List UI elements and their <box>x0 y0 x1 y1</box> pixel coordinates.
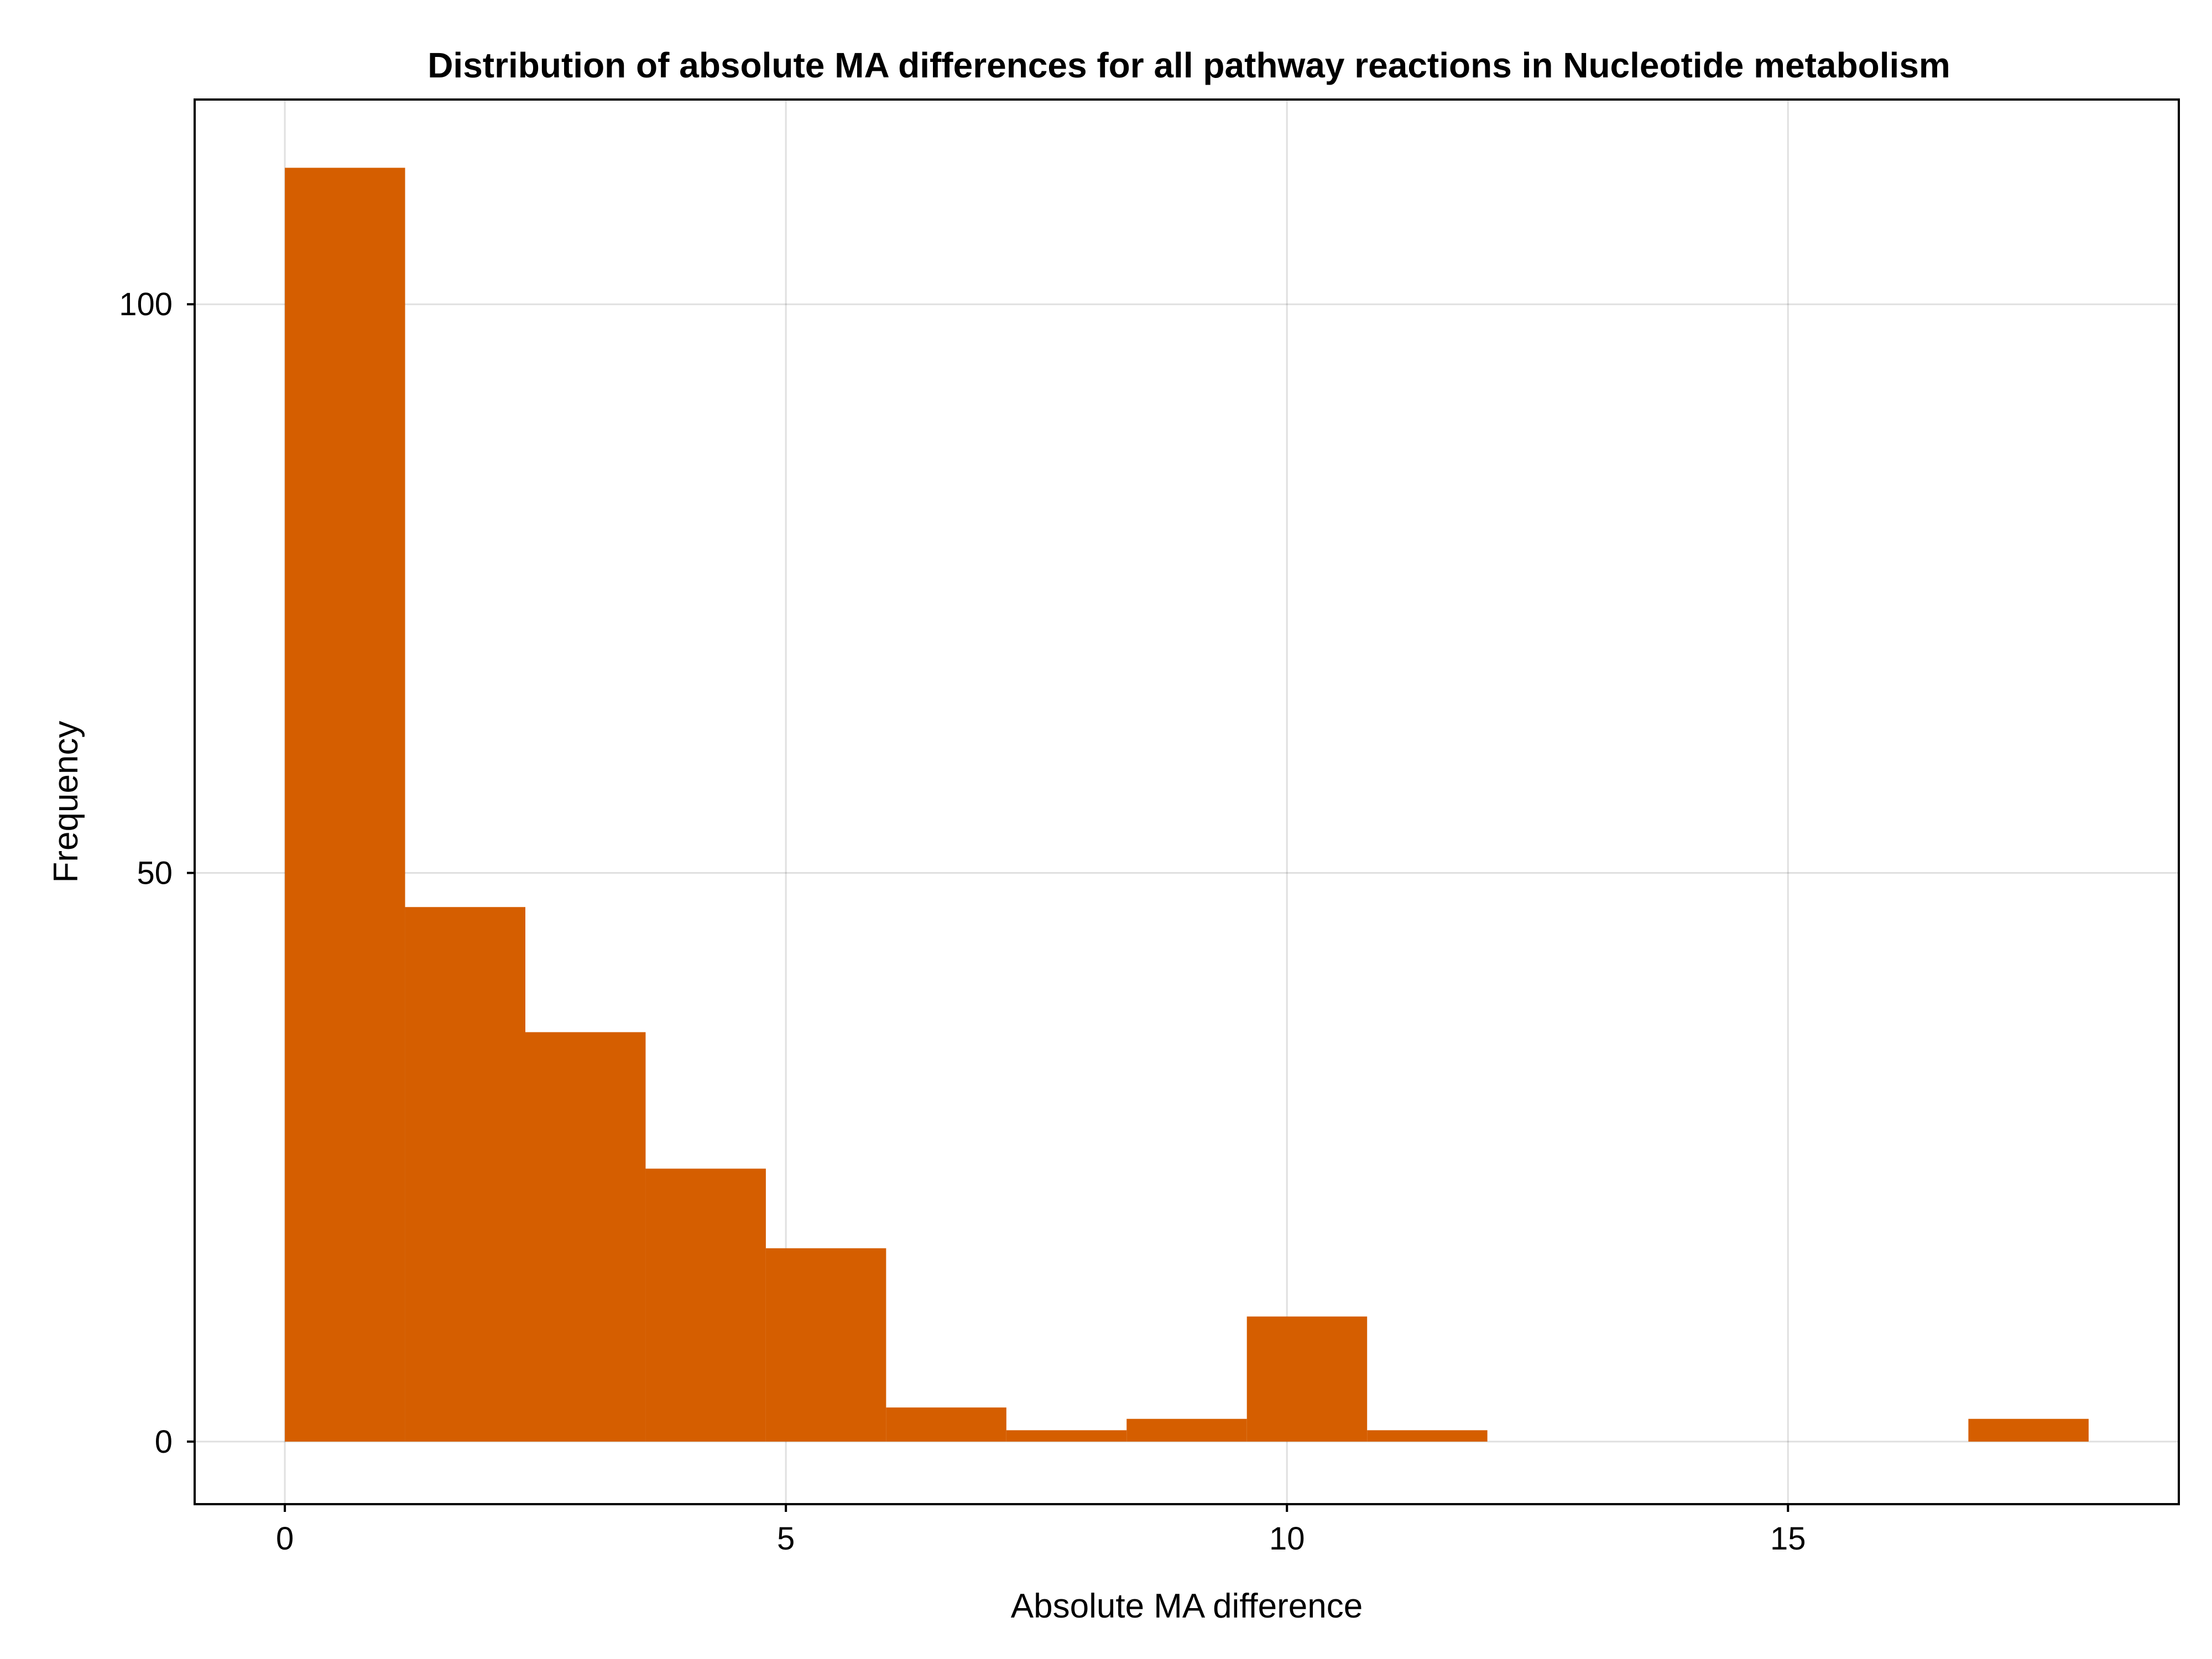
histogram-bar <box>285 168 405 1442</box>
histogram-bar <box>765 1248 886 1442</box>
x-tick-label: 10 <box>1269 1521 1305 1557</box>
histogram-bar <box>1246 1316 1368 1442</box>
histogram-bar <box>645 1168 766 1442</box>
histogram-bar <box>1126 1418 1247 1442</box>
x-tick-label: 5 <box>777 1521 795 1557</box>
x-tick-label: 0 <box>276 1521 294 1557</box>
histogram-bar <box>886 1407 1006 1442</box>
plot-frame <box>194 98 2180 1505</box>
histogram-bar <box>525 1032 646 1442</box>
histogram-bar <box>1367 1430 1488 1442</box>
y-tick-label: 50 <box>137 855 173 891</box>
x-tick-label: 15 <box>1770 1521 1806 1557</box>
histogram-bar <box>405 907 525 1442</box>
chart-title: Distribution of absolute MA differences … <box>427 45 1950 85</box>
bars <box>285 168 2089 1442</box>
histogram-bar <box>1968 1418 2089 1442</box>
histogram-bar <box>1006 1430 1127 1442</box>
y-tick-label: 100 <box>119 286 173 322</box>
y-axis-label: Frequency <box>47 721 85 883</box>
axis-ticks: 0 5 10 15 0 50 100 <box>119 286 1806 1557</box>
y-tick-label: 0 <box>155 1424 173 1460</box>
x-axis-label: Absolute MA difference <box>1011 1587 1363 1625</box>
